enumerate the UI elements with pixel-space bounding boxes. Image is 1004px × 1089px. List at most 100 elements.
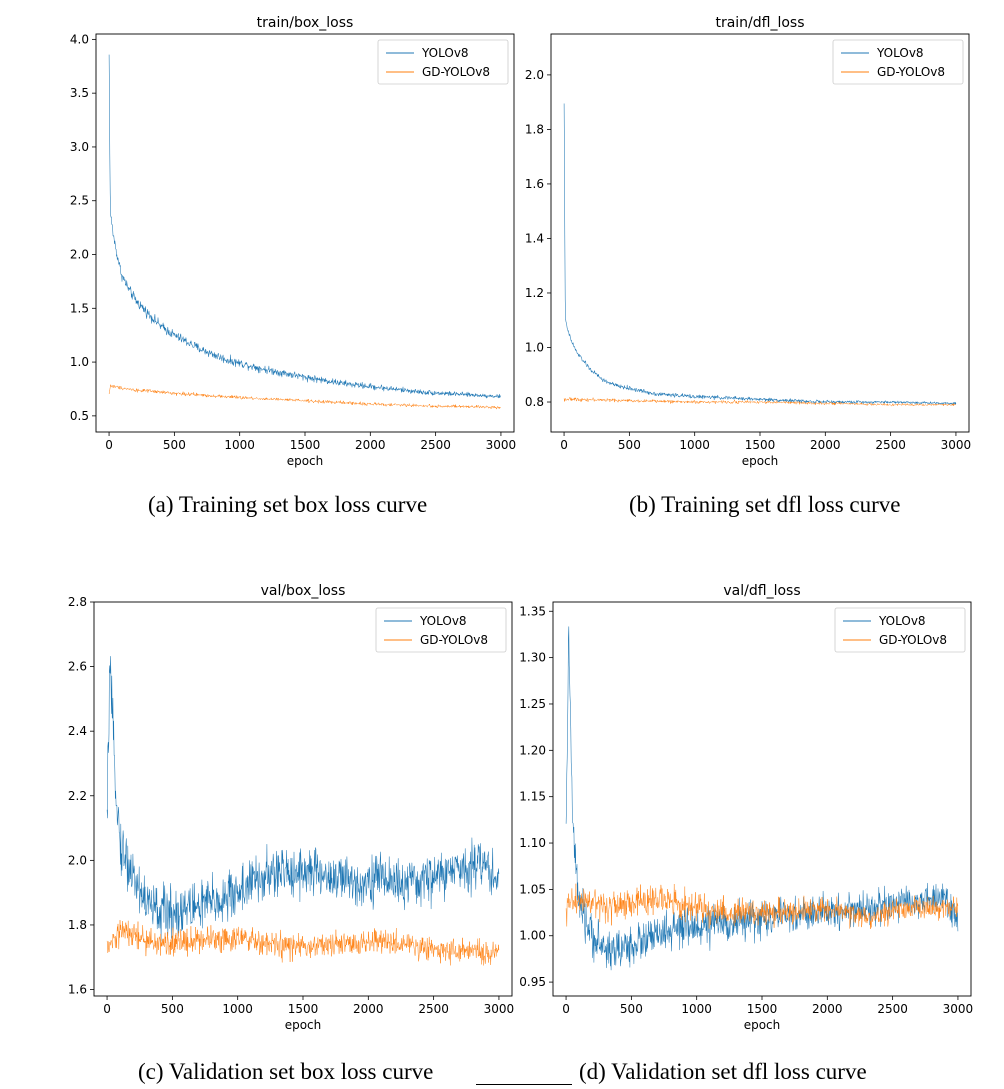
x-tick-label: 2000 [810, 438, 841, 452]
series-line-gd-yolov8 [108, 384, 501, 410]
y-tick-label: 0.5 [70, 409, 89, 423]
y-tick-label: 2.0 [525, 68, 544, 82]
chart-title: train/dfl_loss [715, 15, 804, 31]
legend-box [377, 39, 509, 85]
y-tick-label: 1.0 [70, 355, 89, 369]
series-line-gd-yolov8 [563, 396, 957, 407]
x-tick-label: 0 [562, 1002, 570, 1016]
chart-title: val/dfl_loss [723, 583, 800, 599]
legend-box [834, 607, 966, 653]
plot-area [106, 656, 500, 966]
x-axis-label: epoch [285, 1018, 322, 1032]
axes-frame [552, 601, 972, 997]
x-axis-label: epoch [287, 454, 324, 468]
x-tick-label: 2000 [355, 438, 386, 452]
y-tick-label: 1.8 [68, 918, 87, 932]
caption-blank-line [476, 1084, 572, 1085]
x-tick-label: 1000 [681, 1002, 712, 1016]
y-tick-label: 3.0 [70, 140, 89, 154]
y-tick-label: 2.6 [68, 660, 87, 674]
legend-entry: YOLOv8 [878, 614, 926, 628]
legend-entry: YOLOv8 [421, 46, 469, 60]
x-tick-label: 3000 [486, 438, 517, 452]
chart-panel-train-dfl-loss: train/dfl_loss 0 500 1000 1500 2000 2500 3000 ep… [525, 15, 971, 468]
y-tick-label: 1.6 [525, 177, 544, 191]
y-tick-label: 1.8 [525, 122, 544, 136]
x-tick-label: 1500 [290, 438, 321, 452]
series-line-gd-yolov8 [565, 883, 959, 930]
legend: YOLOv8 GD-YOLOv8 [377, 39, 509, 85]
series-line-yolov8 [106, 656, 500, 942]
x-tick-label: 1500 [745, 438, 776, 452]
caption-a: (a) Training set box loss curve [148, 492, 428, 517]
x-tick-label: 1500 [288, 1002, 319, 1016]
y-tick-label: 2.0 [68, 853, 87, 867]
x-tick-label: 0 [103, 1002, 111, 1016]
axes-frame [550, 33, 970, 433]
x-tick-label: 0 [105, 438, 113, 452]
x-tick-label: 2500 [418, 1002, 449, 1016]
y-tick-label: 1.35 [519, 604, 546, 618]
x-tick-label: 500 [618, 438, 641, 452]
y-tick-label: 1.0 [525, 340, 544, 354]
x-tick-label: 1000 [222, 1002, 253, 1016]
x-tick-label: 3000 [484, 1002, 515, 1016]
legend-box [832, 39, 964, 85]
plot-area [565, 626, 959, 971]
legend-entry: GD-YOLOv8 [877, 65, 945, 79]
series-line-gd-yolov8 [106, 919, 500, 966]
x-tick-label: 2000 [353, 1002, 384, 1016]
y-tick-label: 1.25 [519, 697, 546, 711]
y-tick-label: 0.95 [519, 975, 546, 989]
series-line-yolov8 [108, 54, 502, 399]
caption-b: (b) Training set dfl loss curve [629, 492, 901, 517]
caption-d: (d) Validation set dfl loss curve [579, 1059, 867, 1084]
y-tick-label: 2.4 [68, 724, 87, 738]
x-tick-label: 1500 [747, 1002, 778, 1016]
caption-c: (c) Validation set box loss curve [138, 1059, 434, 1084]
x-tick-label: 1000 [224, 438, 255, 452]
chart-panel-train-box-loss: train/box_loss 0 500 1000 1500 2000 2500 3000 ep… [70, 15, 516, 468]
plot-area [108, 54, 502, 410]
y-tick-label: 2.2 [68, 789, 87, 803]
legend: YOLOv8 GD-YOLOv8 [832, 39, 964, 85]
x-axis-label: epoch [744, 1018, 781, 1032]
y-tick-label: 1.5 [70, 301, 89, 315]
y-tick-label: 1.30 [519, 651, 546, 665]
series-line-yolov8 [565, 626, 959, 971]
chart-title: train/box_loss [257, 15, 354, 31]
plot-area [563, 103, 957, 407]
legend-entry: GD-YOLOv8 [420, 633, 488, 647]
y-tick-label: 2.0 [70, 248, 89, 262]
y-tick-label: 1.20 [519, 743, 546, 757]
y-tick-label: 4.0 [70, 32, 89, 46]
y-tick-label: 2.5 [70, 194, 89, 208]
x-tick-label: 1000 [679, 438, 710, 452]
y-tick-label: 3.5 [70, 86, 89, 100]
chart-title: val/box_loss [261, 583, 346, 599]
x-tick-label: 2500 [420, 438, 451, 452]
x-tick-label: 3000 [941, 438, 972, 452]
chart-panel-val-dfl-loss: val/dfl_loss 0 500 1000 1500 2000 2500 3000 epoc… [519, 583, 973, 1032]
y-tick-label: 1.15 [519, 790, 546, 804]
x-tick-label: 2000 [812, 1002, 843, 1016]
axes-frame [95, 33, 515, 433]
legend-entry: YOLOv8 [419, 614, 467, 628]
chart-panel-val-box-loss: val/box_loss 0 500 1000 1500 2000 2500 3000 epoc… [68, 583, 514, 1032]
x-axis-label: epoch [742, 454, 779, 468]
legend: YOLOv8 GD-YOLOv8 [375, 607, 507, 653]
y-tick-label: 2.8 [68, 595, 87, 609]
legend-entry: GD-YOLOv8 [422, 65, 490, 79]
legend-entry: YOLOv8 [876, 46, 924, 60]
x-tick-label: 0 [560, 438, 568, 452]
y-tick-label: 1.4 [525, 231, 544, 245]
y-tick-label: 1.05 [519, 882, 546, 896]
y-tick-label: 1.6 [68, 983, 87, 997]
x-tick-label: 3000 [943, 1002, 974, 1016]
y-tick-label: 0.8 [525, 395, 544, 409]
y-tick-label: 1.2 [525, 286, 544, 300]
legend-box [375, 607, 507, 653]
x-tick-label: 500 [163, 438, 186, 452]
x-tick-label: 500 [620, 1002, 643, 1016]
